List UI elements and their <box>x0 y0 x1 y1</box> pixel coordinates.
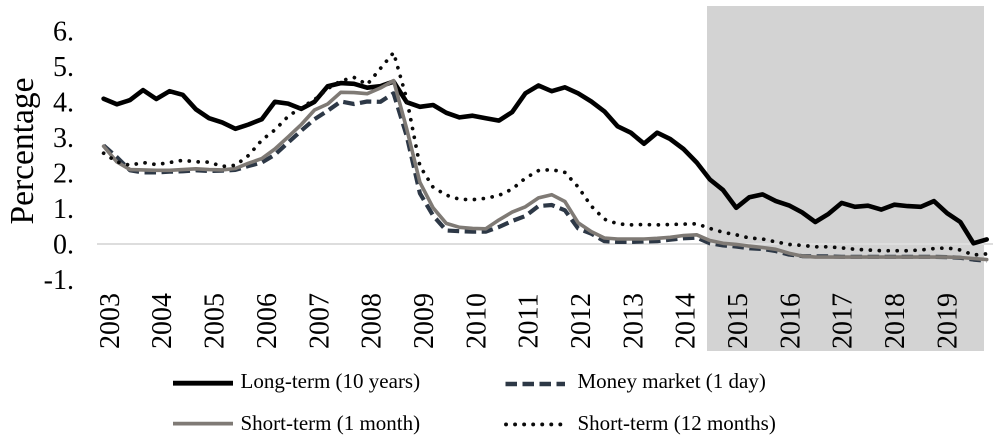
svg-text:2011: 2011 <box>514 294 545 349</box>
svg-text:2014: 2014 <box>671 293 702 349</box>
svg-text:3.: 3. <box>53 123 74 154</box>
svg-text:0.: 0. <box>53 229 74 260</box>
svg-text:2003: 2003 <box>95 293 126 349</box>
svg-text:2018: 2018 <box>880 293 911 349</box>
svg-text:2010: 2010 <box>461 293 492 349</box>
svg-text:2005: 2005 <box>200 293 231 349</box>
svg-text:2017: 2017 <box>828 293 859 349</box>
svg-text:-1.: -1. <box>44 265 74 296</box>
svg-text:2.: 2. <box>53 159 74 190</box>
svg-text:Long-term (10 years): Long-term (10 years) <box>241 369 421 393</box>
svg-text:2004: 2004 <box>147 293 178 349</box>
svg-text:2019: 2019 <box>932 293 963 349</box>
svg-text:Percentage: Percentage <box>4 78 41 225</box>
svg-text:Short-term (12 months): Short-term (12 months) <box>578 411 776 435</box>
svg-text:2012: 2012 <box>566 293 597 349</box>
svg-text:Money market (1 day): Money market (1 day) <box>578 369 766 393</box>
svg-text:2009: 2009 <box>409 293 440 349</box>
svg-text:6.: 6. <box>53 17 74 48</box>
svg-text:5.: 5. <box>53 52 74 83</box>
svg-text:2007: 2007 <box>304 293 335 349</box>
svg-text:1.: 1. <box>53 194 74 225</box>
svg-text:2013: 2013 <box>618 293 649 349</box>
svg-text:Short-term (1 month): Short-term (1 month) <box>241 411 421 435</box>
svg-text:2016: 2016 <box>775 293 806 349</box>
svg-text:2015: 2015 <box>723 293 754 349</box>
svg-text:2006: 2006 <box>252 293 283 349</box>
svg-text:4.: 4. <box>53 88 74 119</box>
svg-text:2008: 2008 <box>357 293 388 349</box>
